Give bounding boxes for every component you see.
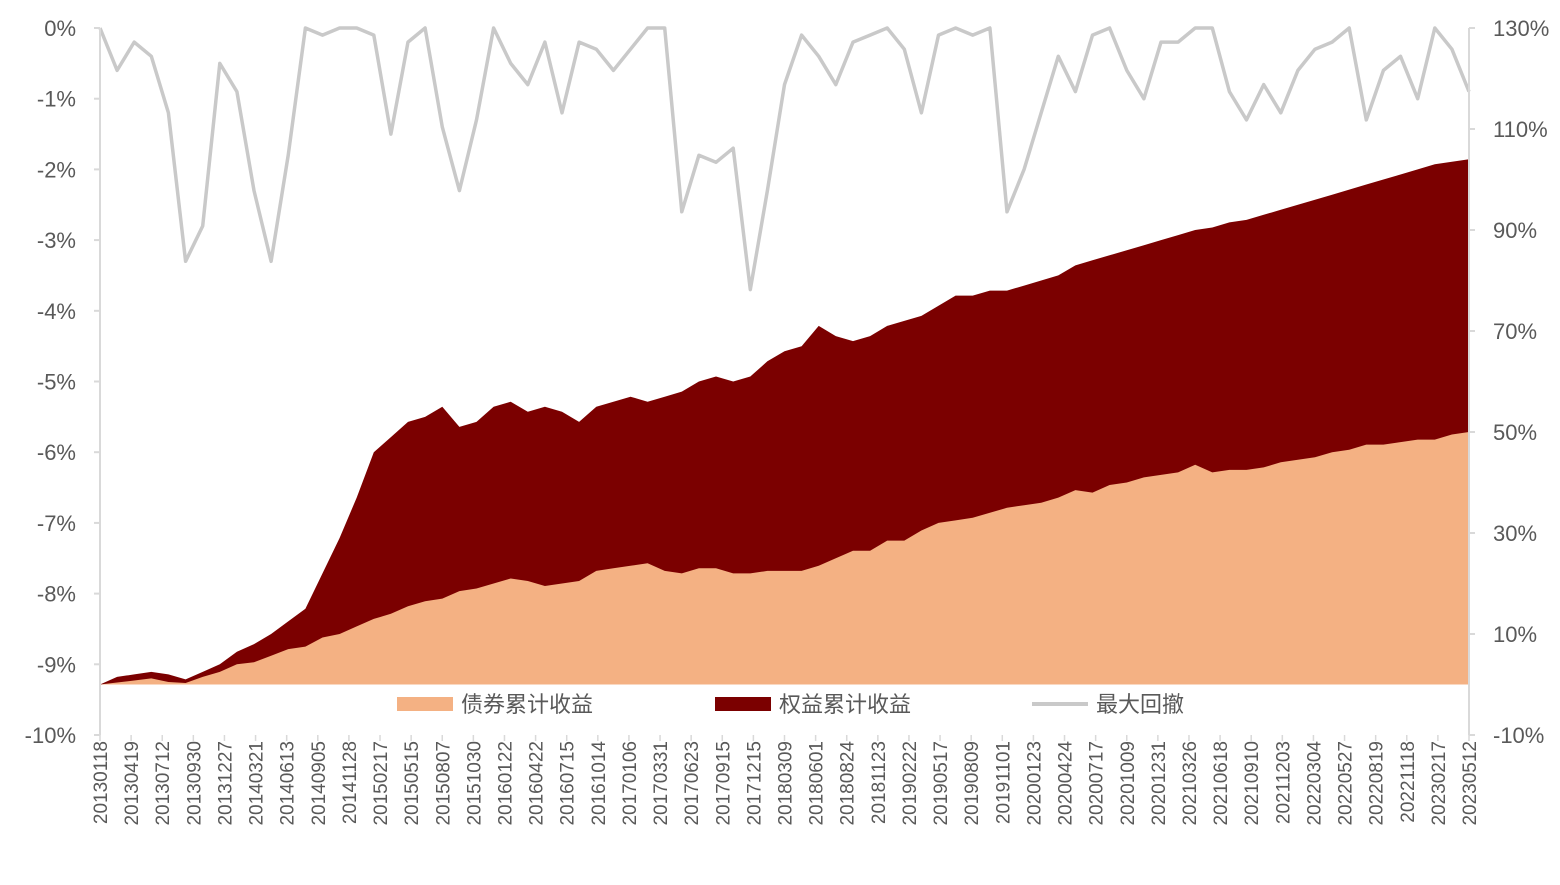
x-tick-label: 20161014 (589, 741, 610, 826)
x-tick-label: 20220304 (1304, 741, 1325, 826)
x-tick-label: 20130419 (122, 741, 143, 826)
left-tick-label: -1% (37, 87, 76, 112)
left-tick-label: -10% (25, 723, 76, 748)
x-tick-label: 20140321 (247, 741, 268, 826)
x-tick-label: 20181123 (869, 741, 890, 824)
x-tick-label: 20160422 (527, 741, 548, 826)
bond-cumulative-area (100, 432, 1469, 685)
left-tick-label: -6% (37, 440, 76, 465)
left-axis-ticks: 0% -1% -2% -3% -4% -5% -6% -7% -8% -9% -10% (25, 16, 100, 748)
legend-swatch (397, 697, 453, 711)
left-tick-label: -2% (37, 157, 76, 182)
right-tick-label: 50% (1493, 420, 1537, 445)
x-tick-label: 20191101 (993, 741, 1014, 824)
x-tick-label: 20220819 (1367, 741, 1388, 826)
x-tick-label: 20230512 (1460, 741, 1481, 826)
legend-swatch (715, 697, 771, 711)
x-tick-label: 20170915 (713, 741, 734, 826)
legend-label: 权益累计收益 (779, 693, 911, 718)
x-tick-label: 20170106 (620, 741, 641, 826)
right-tick-label: 30% (1493, 521, 1537, 546)
x-tick-label: 20160122 (496, 741, 517, 826)
legend: 债券累计收益 权益累计收益 最大回撤 (397, 693, 1184, 718)
left-tick-label: -9% (37, 652, 76, 677)
x-tick-label: 20190517 (931, 741, 952, 826)
x-tick-label: 20130712 (153, 741, 174, 826)
x-tick-label: 20131227 (216, 741, 237, 826)
max-drawdown-line (98, 26, 1471, 292)
left-tick-label: -4% (37, 299, 76, 324)
left-tick-label: 0% (44, 16, 76, 41)
x-tick-label: 20160715 (558, 741, 579, 826)
area-series-group (100, 159, 1469, 685)
x-tick-label: 20170331 (651, 741, 672, 826)
right-tick-label: 90% (1493, 218, 1537, 243)
x-tick-label: 20180309 (776, 741, 797, 826)
right-axis-ticks: 130% 110% 90% 70% 50% 30% 10% -10% (1469, 16, 1549, 748)
x-tick-label: 20210326 (1180, 741, 1201, 826)
x-axis-ticks: 20130118 20130419 20130712 20130930 20131227… (91, 735, 1481, 826)
x-tick-label: 20211203 (1273, 741, 1294, 824)
x-tick-label: 20171215 (744, 741, 765, 826)
right-tick-label: 10% (1493, 622, 1537, 647)
x-tick-label: 20141128 (340, 741, 361, 824)
x-tick-label: 20190809 (962, 741, 983, 826)
x-tick-label: 20200123 (1024, 741, 1045, 826)
x-tick-label: 20201231 (1149, 741, 1170, 826)
x-tick-label: 20170623 (682, 741, 703, 826)
legend-label: 债券累计收益 (461, 693, 593, 718)
x-tick-label: 20210910 (1242, 741, 1263, 826)
left-tick-label: -7% (37, 511, 76, 536)
x-tick-label: 20151030 (464, 741, 485, 826)
legend-item: 权益累计收益 (715, 693, 911, 718)
x-tick-label: 20180601 (807, 741, 828, 826)
x-tick-label: 20150807 (433, 741, 454, 826)
left-tick-label: -8% (37, 582, 76, 607)
x-tick-label: 20140613 (278, 741, 299, 826)
x-tick-label: 20180824 (838, 741, 859, 826)
drawdown-line-group (98, 26, 1471, 292)
x-tick-label: 20190222 (900, 741, 921, 826)
right-tick-label: 130% (1493, 16, 1549, 41)
legend-label: 最大回撤 (1096, 693, 1184, 718)
x-tick-label: 20150515 (402, 741, 423, 826)
left-tick-label: -3% (37, 228, 76, 253)
x-tick-label: 20130118 (91, 741, 112, 824)
left-tick-label: -5% (37, 370, 76, 395)
x-tick-label: 20150217 (371, 741, 392, 826)
x-tick-label: 20220527 (1336, 741, 1357, 826)
legend-item: 最大回撤 (1032, 693, 1184, 718)
right-tick-label: 110% (1493, 117, 1548, 142)
x-tick-label: 20230217 (1429, 741, 1450, 826)
x-tick-label: 20210618 (1211, 741, 1232, 826)
x-tick-label: 20221118 (1398, 741, 1419, 823)
x-tick-label: 20140905 (309, 741, 330, 826)
legend-item: 债券累计收益 (397, 693, 593, 718)
x-tick-label: 20130930 (184, 741, 205, 826)
x-tick-label: 20200424 (1056, 741, 1077, 826)
right-tick-label: 70% (1493, 319, 1537, 344)
right-tick-label: -10% (1493, 723, 1544, 748)
x-tick-label: 20200717 (1087, 741, 1108, 826)
x-tick-label: 20201009 (1118, 741, 1139, 826)
